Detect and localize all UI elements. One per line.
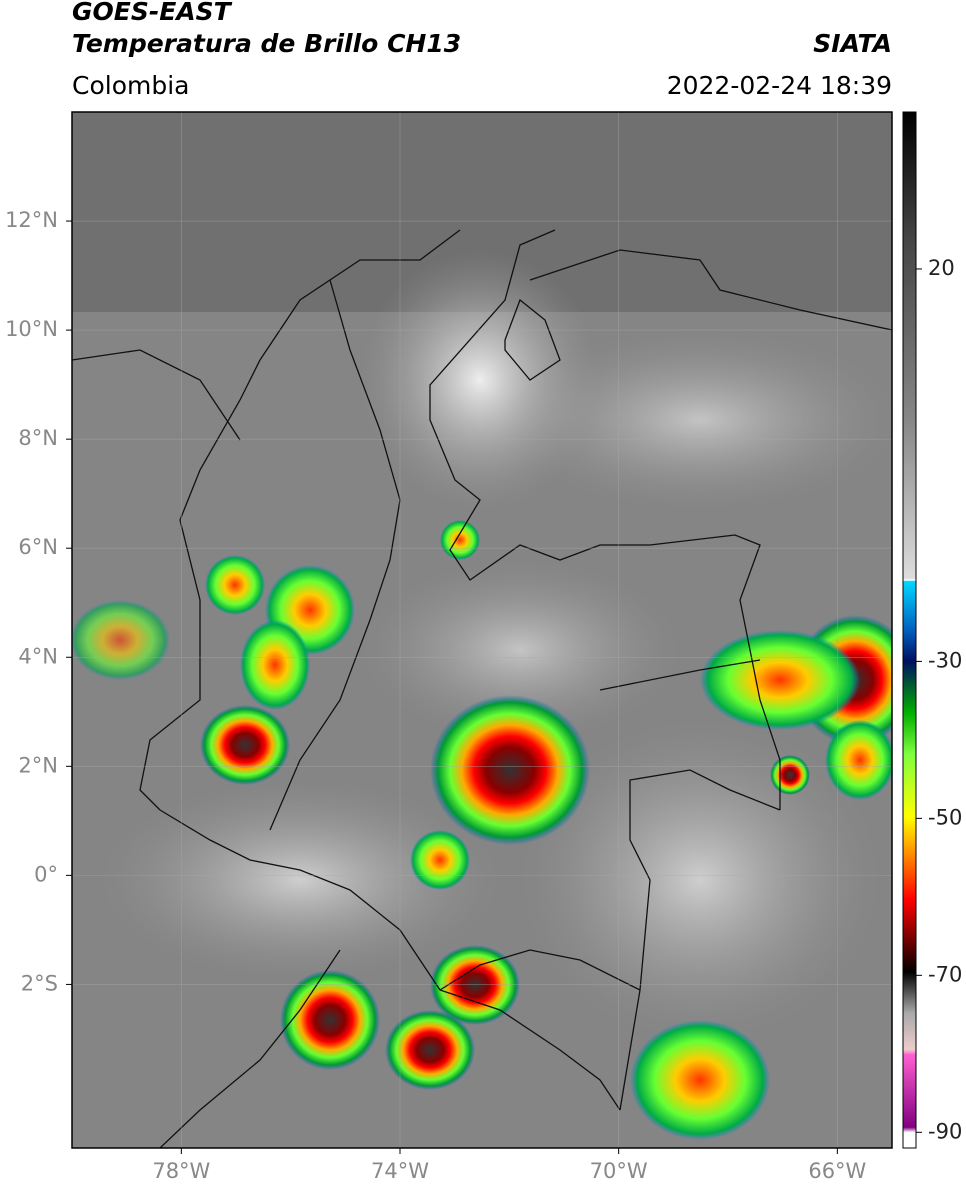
colorbar-label: -90 (928, 1119, 962, 1143)
x-tick-label: 78°W (152, 1159, 210, 1183)
colorbar (902, 111, 917, 1149)
colorbar-label: -30 (928, 648, 962, 672)
y-tick-label: 12°N (5, 208, 58, 232)
colorbar-label: 20 (928, 256, 955, 280)
region: Colombia (72, 71, 189, 100)
colorbar-label: -50 (928, 805, 962, 829)
y-tick-label: 2°N (18, 753, 58, 777)
y-tick-label: 4°N (18, 644, 58, 668)
grid (72, 112, 892, 1148)
title: GOES-EAST (72, 0, 233, 26)
y-tick-label: 10°N (5, 317, 58, 341)
x-tick-label: 66°W (808, 1159, 866, 1183)
map-frame (71, 111, 893, 1149)
subtitle: Temperatura de Brillo CH13 (72, 29, 461, 58)
colorbar-label: -70 (928, 962, 962, 986)
y-tick-label: 0° (34, 862, 58, 886)
datetime: 2022-02-24 18:39 (667, 71, 892, 100)
y-tick-label: 6°N (18, 535, 58, 559)
map-image (72, 112, 892, 1148)
x-tick-label: 74°W (371, 1159, 429, 1183)
x-tick-label: 70°W (590, 1159, 648, 1183)
source: SIATA (813, 29, 892, 58)
y-tick-label: 8°N (18, 426, 58, 450)
y-tick-label: 2°S (21, 971, 58, 995)
